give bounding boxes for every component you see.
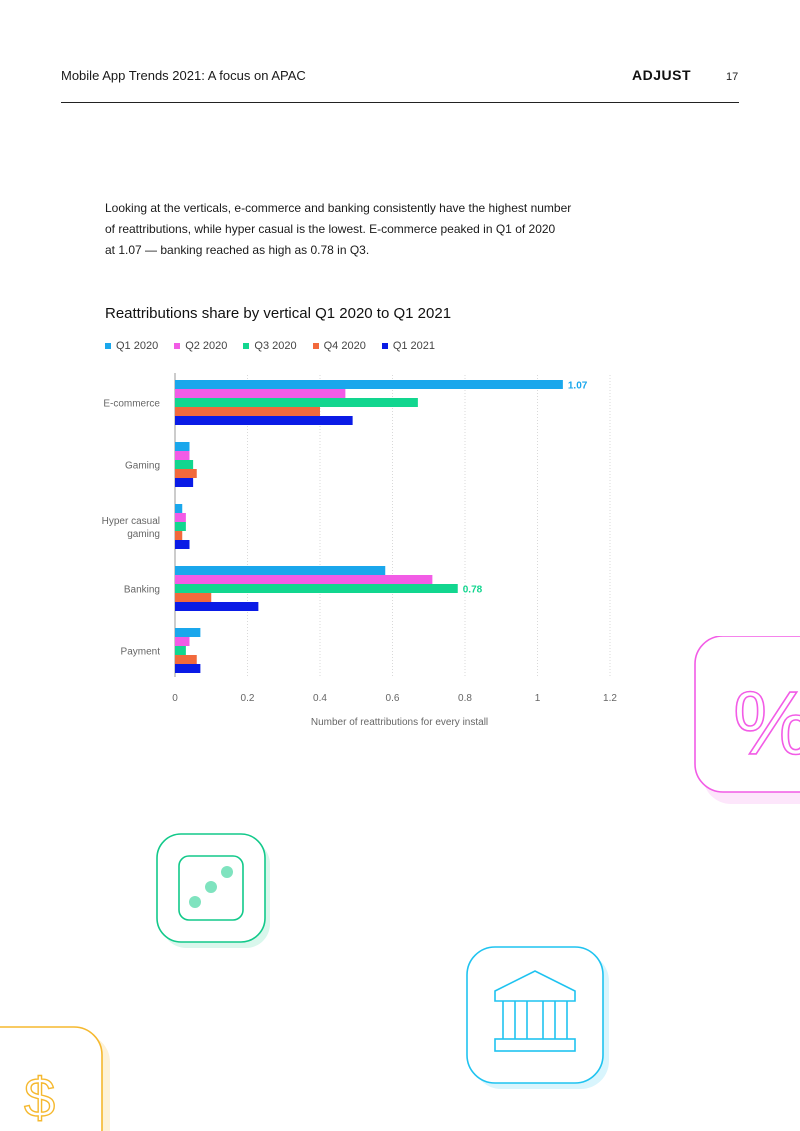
intro-line: Looking at the verticals, e-commerce and… — [105, 201, 572, 215]
x-axis-title: Number of reattributions for every insta… — [311, 717, 488, 728]
bar — [175, 469, 197, 478]
intro-line: at 1.07 — banking reached as high as 0.7… — [105, 243, 370, 257]
category-label: Hyper casual — [102, 516, 160, 527]
category-label: Gaming — [125, 461, 160, 472]
legend-label: Q1 2021 — [392, 340, 436, 352]
bar-chart: 0 0.2 0.4 0.6 0.8 1 1.2 E-commerce Gaming Hyper c… — [102, 373, 617, 728]
legend-swatch — [174, 343, 181, 349]
bar — [175, 398, 418, 407]
bar — [175, 504, 183, 513]
legend-item-q3-2020: Q3 2020 — [243, 340, 297, 352]
legend-item-q2-2020: Q2 2020 — [174, 340, 227, 352]
x-tick-label: 0.2 — [241, 693, 255, 704]
legend-label: Q2 2020 — [185, 340, 228, 352]
legend-swatch — [312, 343, 319, 349]
bar — [175, 380, 563, 389]
bar — [175, 442, 190, 451]
bar — [175, 389, 346, 398]
bar — [175, 575, 433, 584]
x-tick-label: 0 — [172, 693, 178, 704]
adjust-logo: ADJUST — [632, 67, 692, 83]
bar — [175, 460, 194, 469]
header-divider — [61, 102, 739, 103]
intro-paragraph: Looking at the verticals, e-commerce and… — [105, 198, 645, 261]
bar — [175, 478, 194, 487]
bank-icon — [466, 946, 609, 1089]
x-tick-label: 1.2 — [603, 693, 617, 704]
category-label: Banking — [124, 585, 160, 596]
percent-icon: % — [694, 636, 800, 804]
legend-item-q1-2020: Q1 2020 — [105, 340, 158, 352]
bar — [175, 531, 183, 540]
page-number: 17 — [726, 71, 739, 83]
chart-title: Reattributions share by vertical Q1 2020… — [105, 305, 452, 322]
data-label: 0.78 — [463, 585, 483, 596]
bar — [175, 655, 197, 664]
bar — [175, 522, 186, 531]
document-title: Mobile App Trends 2021: A focus on APAC — [61, 68, 306, 83]
legend-label: Q1 2020 — [116, 340, 159, 352]
bar — [175, 602, 259, 611]
x-tick-label: 0.4 — [313, 693, 327, 704]
legend-item-q1-2021: Q1 2021 — [381, 340, 436, 352]
bar — [175, 451, 190, 460]
bar — [175, 584, 458, 593]
bar — [175, 540, 190, 549]
category-label: E-commerce — [103, 399, 160, 410]
percent-glyph: % — [733, 674, 800, 774]
chart-legend: Q1 2020 Q2 2020 Q3 2020 Q4 2020 Q1 2021 — [105, 340, 435, 352]
legend-label: Q3 2020 — [254, 340, 297, 352]
bar — [175, 646, 186, 655]
category-label: Payment — [121, 647, 161, 658]
bar — [175, 637, 190, 646]
legend-item-q4-2020: Q4 2020 — [312, 340, 366, 352]
dollar-glyph: $ — [24, 1066, 55, 1129]
legend-swatch — [105, 343, 111, 349]
bar — [175, 593, 212, 602]
bar — [175, 664, 201, 673]
x-tick-label: 0.8 — [458, 693, 472, 704]
dice-icon — [156, 833, 270, 948]
legend-label: Q4 2020 — [323, 340, 366, 352]
x-tick-label: 1 — [535, 693, 541, 704]
intro-line: of reattributions, while hyper casual is… — [105, 222, 556, 236]
bar — [175, 566, 386, 575]
bar — [175, 628, 201, 637]
x-tick-label: 0.6 — [386, 693, 400, 704]
bar — [175, 407, 320, 416]
bar — [175, 416, 353, 425]
bar — [175, 513, 186, 522]
data-label: 1.07 — [568, 381, 588, 392]
legend-swatch — [243, 343, 250, 349]
category-label: gaming — [127, 529, 160, 540]
dollar-icon: $ — [0, 1026, 110, 1131]
legend-swatch — [381, 343, 388, 349]
